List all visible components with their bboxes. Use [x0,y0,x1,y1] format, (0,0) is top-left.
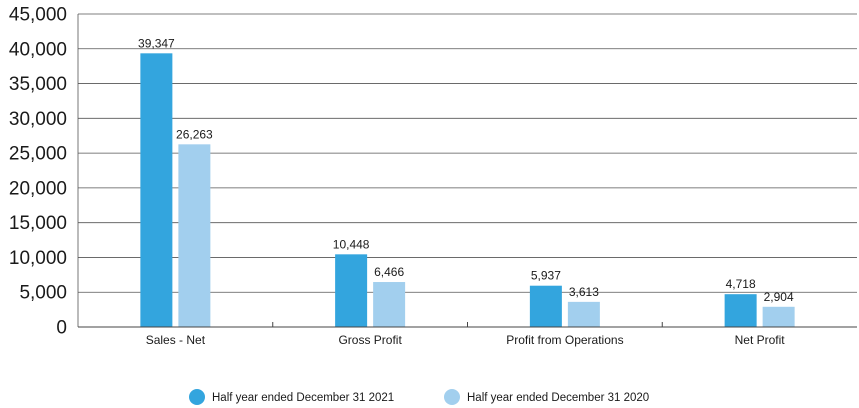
x-axis-tick-labels: Sales - Net Gross Profit Profit from Opera… [146,333,786,347]
legend-swatch [189,389,205,405]
y-tick-label: 5,000 [19,283,67,304]
bars [140,53,795,327]
data-labels: 39,347 26,263 10,448 6,466 5,937 3,613 4,718 2,… [138,36,794,303]
y-tick-label: 15,000 [9,213,67,234]
x-tick-label: Gross Profit [338,333,402,347]
legend-label: Half year ended December 31 2021 [212,392,394,404]
bar [178,144,211,327]
x-tick-label: Net Profit [735,333,786,347]
legend: Half year ended December 31 2021 Half yea… [189,389,649,405]
bar [529,285,562,327]
bar [567,301,600,327]
data-label: 3,613 [569,285,599,299]
y-tick-label: 0 [56,318,67,339]
y-tick-label: 30,000 [9,109,67,130]
y-tick-label: 25,000 [9,144,67,165]
legend-label: Half year ended December 31 2020 [467,392,649,404]
data-label: 5,937 [531,269,561,283]
y-tick-label: 40,000 [9,39,67,60]
bar [335,254,368,327]
bar [724,294,757,327]
y-tick-label: 35,000 [9,74,67,95]
data-label: 4,718 [726,277,756,291]
bar [373,282,406,327]
legend-swatch [444,389,460,405]
y-tick-label: 45,000 [9,5,67,26]
data-label: 6,466 [374,265,404,279]
data-label: 2,904 [764,290,794,304]
bar [762,306,795,327]
x-axis [78,322,857,328]
y-tick-label: 20,000 [9,178,67,199]
x-tick-label: Sales - Net [146,333,206,347]
data-label: 39,347 [138,36,175,50]
y-tick-label: 10,000 [9,248,67,269]
bar [140,53,173,327]
y-axis-tick-labels: 0 5,000 10,000 15,000 20,000 25,000 30,000 35,0… [9,5,67,339]
data-label: 26,263 [176,127,213,141]
x-tick-label: Profit from Operations [506,333,623,347]
data-label: 10,448 [333,237,370,251]
